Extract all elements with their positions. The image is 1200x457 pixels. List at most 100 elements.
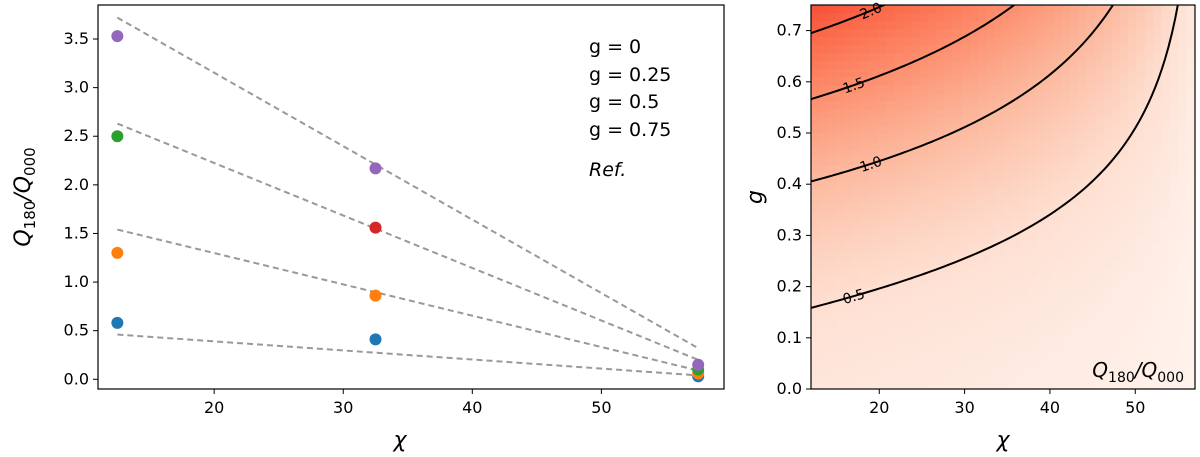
heatmap-cell (894, 349, 904, 358)
heatmap-cell (836, 253, 845, 262)
x-tick-label: 50 (591, 398, 611, 417)
heatmap-cell (1069, 245, 1079, 254)
contour-label: 1.5 (841, 75, 867, 98)
heatmap-cell (886, 325, 896, 334)
heatmap-cell (1128, 333, 1138, 342)
heatmap-cell (819, 213, 829, 222)
heatmap-cell (902, 101, 912, 110)
heatmap-cell (1111, 181, 1121, 190)
heatmap-cell (1094, 213, 1104, 222)
heatmap-cell (894, 317, 904, 326)
heatmap-cell (986, 333, 996, 342)
heatmap-cell (827, 285, 837, 294)
heatmap-cell (1069, 101, 1079, 110)
heatmap-cell (1169, 229, 1179, 238)
heatmap-cell (1178, 69, 1188, 78)
heatmap-cell (1086, 77, 1096, 86)
heatmap-cell (961, 317, 971, 326)
heatmap-cell (1069, 173, 1079, 182)
heatmap-cell (911, 53, 921, 62)
heatmap-cell (902, 341, 912, 350)
heatmap-cell (827, 365, 837, 374)
heatmap-cell (1111, 69, 1121, 78)
heatmap-cell (986, 189, 996, 198)
heatmap-cell (1011, 165, 1021, 174)
heatmap-cell (994, 181, 1004, 190)
heatmap-cell (1186, 381, 1195, 389)
heatmap-cell (877, 45, 887, 54)
heatmap-cell (869, 133, 879, 142)
heatmap-cell (1061, 37, 1071, 46)
heatmap-cell (1169, 5, 1179, 14)
heatmap-cell (1094, 125, 1104, 134)
heatmap-cell (1044, 21, 1054, 30)
heatmap-cell (1003, 285, 1012, 294)
heatmap-cell (1094, 333, 1104, 342)
heatmap-cell (1019, 101, 1029, 110)
heatmap-cell (1044, 285, 1054, 294)
heatmap-cell (911, 293, 921, 302)
heatmap-cell (1161, 357, 1171, 366)
heatmap-cell (994, 85, 1004, 94)
heatmap-cell (852, 205, 862, 214)
heatmap-cell (1128, 141, 1138, 150)
heatmap-cell (1111, 229, 1121, 238)
heatmap-cell (986, 181, 996, 190)
heatmap-cell (1003, 365, 1012, 374)
heatmap-cell (911, 45, 921, 54)
heatmap-cell (911, 165, 921, 174)
heatmap-cell (1019, 341, 1029, 350)
heatmap-cell (1169, 309, 1179, 318)
heatmap-cell (927, 125, 937, 134)
heatmap-cell (1144, 301, 1154, 310)
heatmap-cell (1103, 13, 1113, 22)
heatmap-cell (819, 117, 829, 126)
heatmap-cell (977, 77, 987, 86)
heatmap-cell (936, 117, 946, 126)
heatmap-cell (1103, 341, 1113, 350)
scatter-x-axis-label: χ (392, 428, 407, 453)
y-tick-label: 0.6 (777, 72, 802, 91)
heatmap-cell (952, 301, 962, 310)
heatmap-cell (977, 285, 987, 294)
heatmap-cell (1161, 85, 1171, 94)
heatmap-cell (886, 301, 896, 310)
heatmap-cell (1011, 213, 1021, 222)
heatmap-cell (911, 261, 921, 270)
heatmap-cell (911, 229, 921, 238)
heatmap-cell (1119, 349, 1129, 358)
heatmap-cell (811, 253, 820, 262)
heatmap-cell (836, 333, 845, 342)
heatmap-cell (1094, 69, 1104, 78)
heatmap-cell (1169, 357, 1179, 366)
heatmap-cell (961, 133, 971, 142)
heatmap-cell (844, 213, 854, 222)
heatmap-cell (811, 293, 820, 302)
heatmap-cell (1119, 301, 1129, 310)
heatmap-cell (894, 237, 904, 246)
heatmap-cell (944, 21, 954, 30)
heatmap-cell (994, 333, 1004, 342)
heatmap-cell (827, 253, 837, 262)
heatmap-cell (1128, 109, 1138, 118)
heatmap-cell (861, 325, 871, 334)
heatmap-cell (1103, 69, 1113, 78)
heatmap-cell (1003, 61, 1012, 70)
heatmap-cell (1128, 317, 1138, 326)
heatmap-cell (1178, 253, 1188, 262)
heatmap-cell (1136, 13, 1146, 22)
heatmap-cell (827, 133, 837, 142)
heatmap-cell (811, 333, 820, 342)
heatmap-cell (1069, 5, 1079, 14)
heatmap-cell (1044, 237, 1054, 246)
heatmap-cell (852, 181, 862, 190)
heatmap-cell (844, 165, 854, 174)
heatmap-cell (1136, 365, 1146, 374)
heatmap-cell (1161, 285, 1171, 294)
heatmap-cell (869, 349, 879, 358)
heatmap-cell (1119, 253, 1129, 262)
heatmap-cell (1069, 85, 1079, 94)
heatmap-cell (1178, 317, 1188, 326)
heatmap-cell (894, 285, 904, 294)
